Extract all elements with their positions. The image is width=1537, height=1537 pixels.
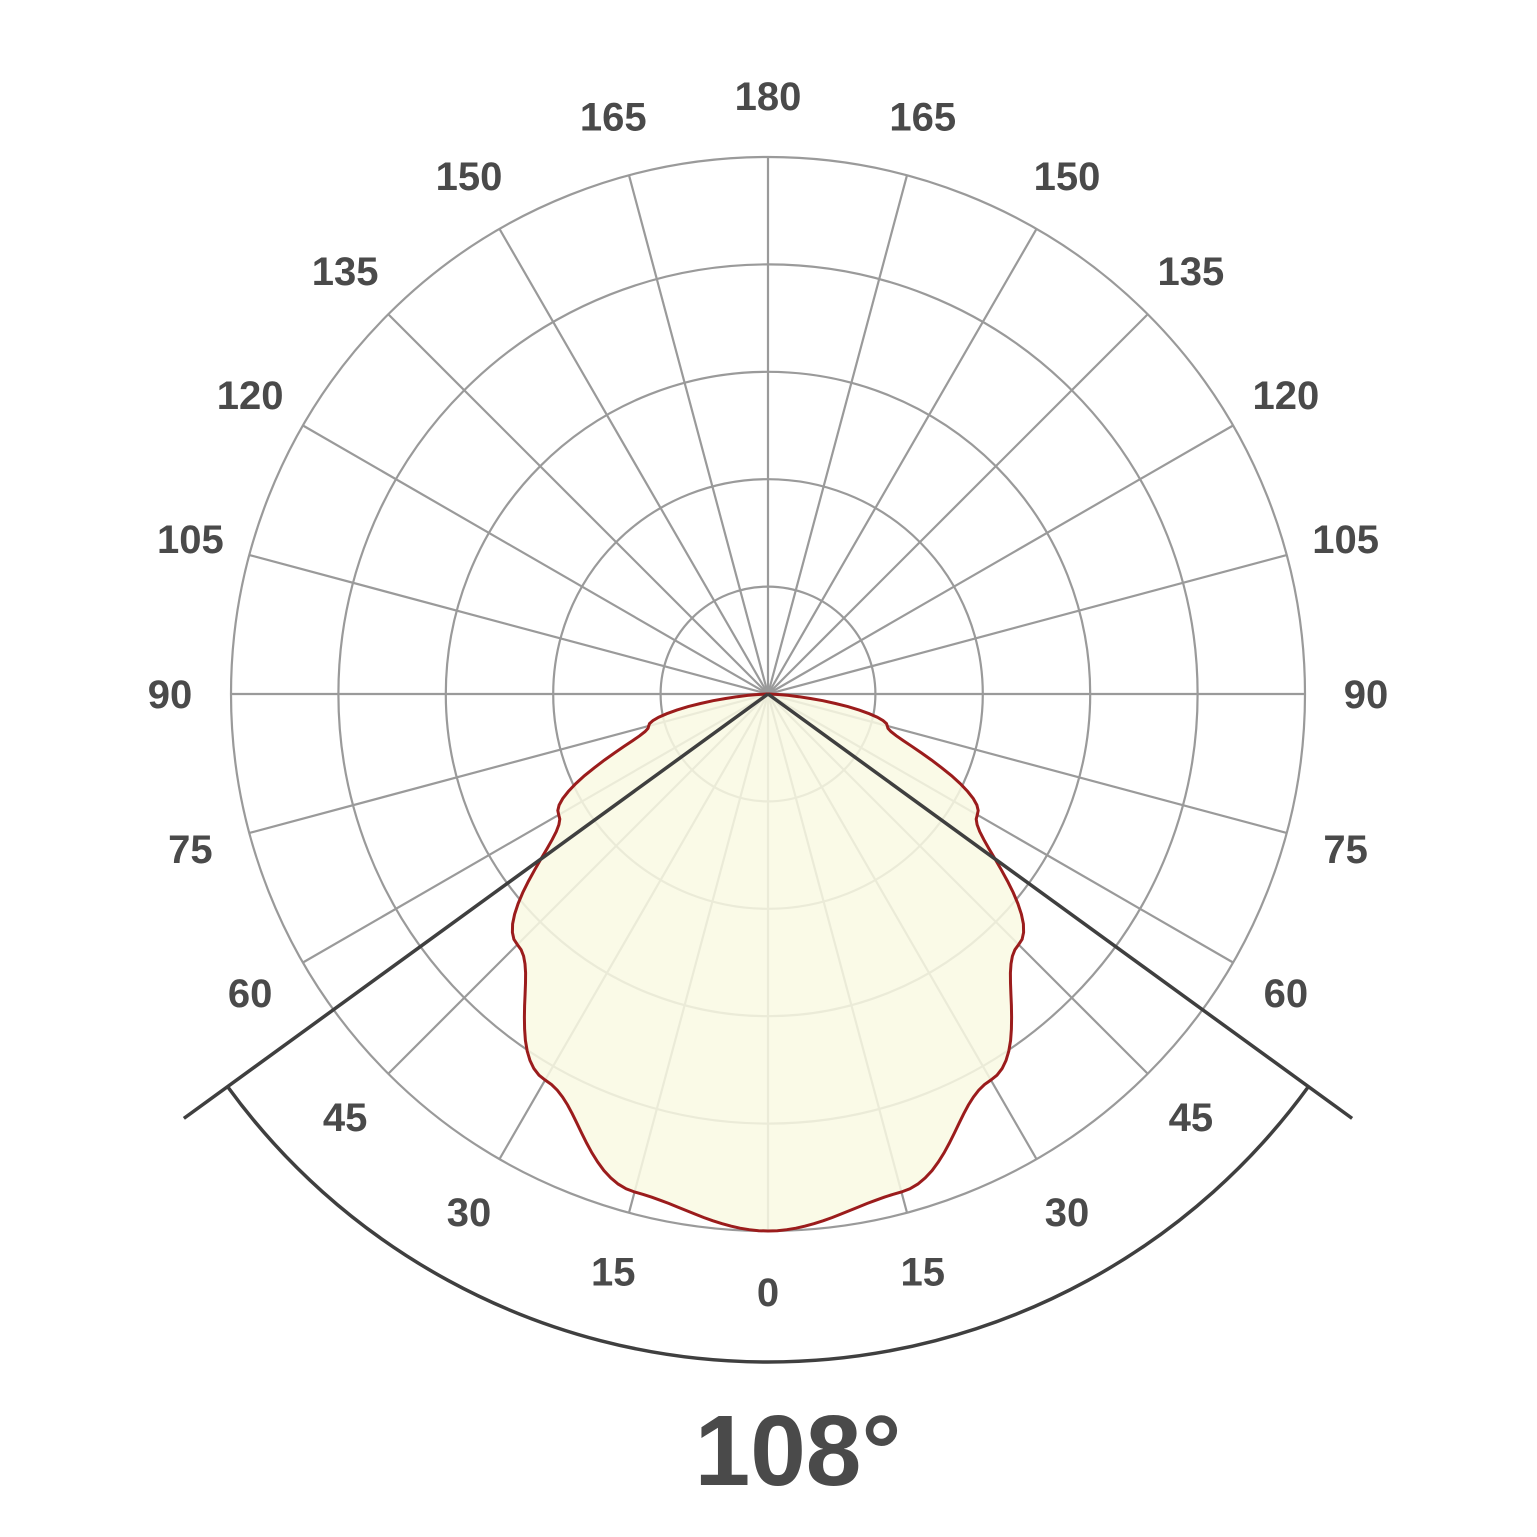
angle-label: 180 [735, 75, 802, 119]
angle-label: 165 [889, 95, 956, 139]
grid-spoke [767, 228, 1038, 695]
angle-label: 150 [436, 155, 503, 199]
beam-edge-line [182, 692, 770, 1120]
angle-label: 30 [447, 1191, 492, 1235]
grid-spoke [302, 424, 769, 695]
grid-spoke [627, 175, 770, 695]
angle-label: 90 [148, 673, 193, 717]
angle-label: 150 [1034, 155, 1101, 199]
beam-arc [226, 1085, 1310, 1364]
angle-label: 45 [1169, 1096, 1214, 1140]
angle-label: 75 [168, 828, 213, 872]
angle-label: 105 [1312, 518, 1379, 562]
angle-label: 45 [323, 1096, 368, 1140]
angle-label: 120 [217, 374, 284, 418]
angle-label: 105 [157, 518, 224, 562]
angle-label: 135 [312, 250, 379, 294]
angle-label: 15 [901, 1251, 946, 1295]
grid-spoke [498, 228, 769, 695]
angle-label: 30 [1045, 1191, 1090, 1235]
angle-label: 120 [1253, 374, 1320, 418]
angle-label: 165 [580, 95, 647, 139]
angle-label: 135 [1157, 250, 1224, 294]
intensity-curve-group [510, 692, 1026, 1233]
grid-spoke [249, 553, 769, 696]
angle-labels: 0 15 30 45 60 75 90 105 120 135 150 165 180 15 30 45 60 7… [148, 75, 1389, 1315]
intensity-fill [512, 694, 1024, 1231]
beam-angle-label: 108° [695, 1395, 902, 1507]
angle-label: 0 [757, 1271, 779, 1315]
beam-edge-line [766, 692, 1354, 1120]
angle-label: 60 [228, 972, 273, 1016]
grid-spoke [767, 313, 1149, 695]
beam-angle-group [182, 692, 1354, 1364]
angle-label: 90 [1344, 673, 1389, 717]
grid-spoke [767, 424, 1234, 695]
angle-label: 15 [591, 1251, 636, 1295]
grid-spoke [387, 313, 769, 695]
angle-label: 60 [1264, 972, 1309, 1016]
grid-spoke [766, 175, 909, 695]
intensity-curve [510, 692, 1026, 1233]
grid-spoke [767, 553, 1287, 696]
angle-label: 75 [1323, 828, 1368, 872]
